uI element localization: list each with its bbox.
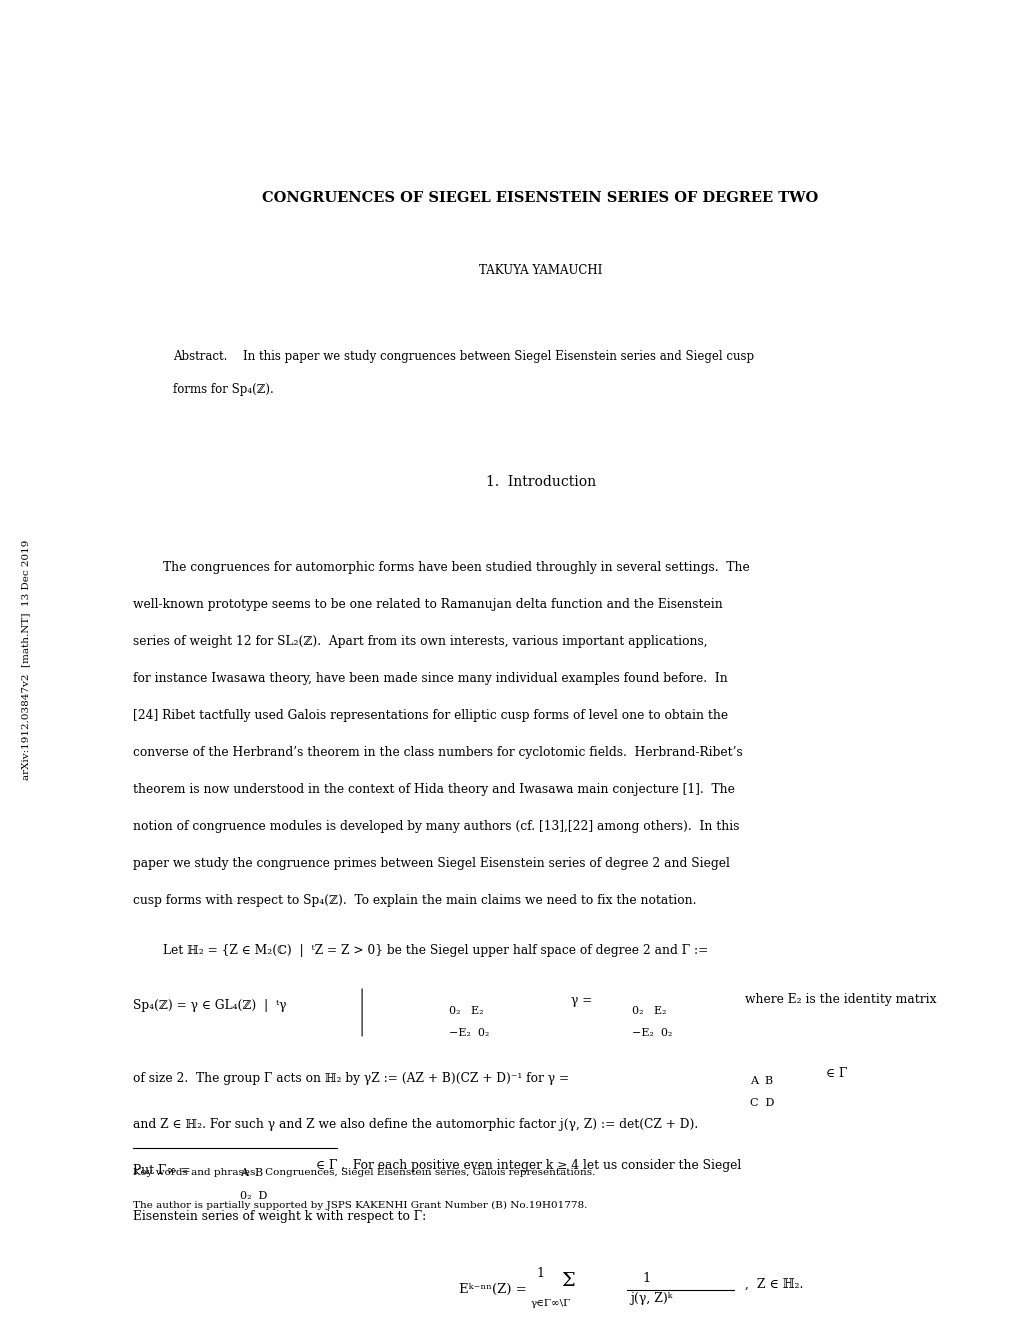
Text: A  B: A B — [749, 1076, 772, 1086]
Text: Eisenstein series of weight k with respect to Γ:: Eisenstein series of weight k with respe… — [132, 1210, 426, 1224]
Text: Sp₄(ℤ) = γ ∈ GL₄(ℤ)  |  ᵗγ: Sp₄(ℤ) = γ ∈ GL₄(ℤ) | ᵗγ — [132, 999, 285, 1012]
Text: cusp forms with respect to Sp₄(ℤ).  To explain the main claims we need to fix th: cusp forms with respect to Sp₄(ℤ). To ex… — [132, 894, 695, 907]
Text: Put Γ∞ =: Put Γ∞ = — [132, 1164, 190, 1177]
Text: CONGRUENCES OF SIEGEL EISENSTEIN SERIES OF DEGREE TWO: CONGRUENCES OF SIEGEL EISENSTEIN SERIES … — [262, 191, 818, 206]
Text: ,  Z ∈ ℍ₂.: , Z ∈ ℍ₂. — [744, 1278, 802, 1291]
Text: series of weight 12 for SL₂(ℤ).  Apart from its own interests, various important: series of weight 12 for SL₂(ℤ). Apart fr… — [132, 635, 706, 648]
Text: Abstract.: Abstract. — [173, 350, 227, 363]
Text: 0₂   E₂: 0₂ E₂ — [448, 1006, 483, 1016]
Text: A  B: A B — [239, 1168, 263, 1179]
Text: Eᵏ⁻ⁿⁿ(Z) =: Eᵏ⁻ⁿⁿ(Z) = — [459, 1283, 526, 1296]
Text: of size 2.  The group Γ acts on ℍ₂ by γZ := (AZ + B)(CZ + D)⁻¹ for γ =: of size 2. The group Γ acts on ℍ₂ by γZ … — [132, 1072, 569, 1085]
Text: forms for Sp₄(ℤ).: forms for Sp₄(ℤ). — [173, 383, 274, 396]
Text: 1: 1 — [536, 1267, 544, 1280]
Text: In this paper we study congruences between Siegel Eisenstein series and Siegel c: In this paper we study congruences betwe… — [243, 350, 753, 363]
Text: The author is partially supported by JSPS KAKENHI Grant Number (B) No.19H01778.: The author is partially supported by JSP… — [132, 1201, 586, 1210]
Text: well-known prototype seems to be one related to Ramanujan delta function and the: well-known prototype seems to be one rel… — [132, 598, 721, 611]
Text: and Z ∈ ℍ₂. For such γ and Z we also define the automorphic factor j(γ, Z) := de: and Z ∈ ℍ₂. For such γ and Z we also def… — [132, 1118, 697, 1131]
Text: for instance Iwasawa theory, have been made since many individual examples found: for instance Iwasawa theory, have been m… — [132, 672, 727, 685]
Text: [24] Ribet tactfully used Galois representations for elliptic cusp forms of leve: [24] Ribet tactfully used Galois represe… — [132, 709, 727, 722]
Text: Σ: Σ — [560, 1272, 574, 1291]
Text: Key words and phrases.  Congruences, Siegel Eisenstein series, Galois representa: Key words and phrases. Congruences, Sieg… — [132, 1168, 594, 1177]
Text: 1.  Introduction: 1. Introduction — [485, 475, 595, 490]
Text: Let ℍ₂ = {Z ∈ M₂(ℂ)  |  ᵗZ = Z > 0} be the Siegel upper half space of degree 2 a: Let ℍ₂ = {Z ∈ M₂(ℂ) | ᵗZ = Z > 0} be the… — [163, 944, 708, 957]
Text: arXiv:1912.03847v2  [math.NT]  13 Dec 2019: arXiv:1912.03847v2 [math.NT] 13 Dec 2019 — [21, 540, 30, 780]
Text: where E₂ is the identity matrix: where E₂ is the identity matrix — [744, 993, 935, 1006]
Text: 0₂   E₂: 0₂ E₂ — [632, 1006, 666, 1016]
Text: −E₂  0₂: −E₂ 0₂ — [632, 1028, 673, 1039]
Text: 1: 1 — [642, 1272, 650, 1286]
Text: paper we study the congruence primes between Siegel Eisenstein series of degree : paper we study the congruence primes bet… — [132, 857, 729, 870]
Text: γ =: γ = — [571, 994, 592, 1007]
Text: theorem is now understood in the context of Hida theory and Iwasawa main conject: theorem is now understood in the context… — [132, 783, 734, 796]
Text: ∈ Γ .  For each positive even integer k ≥ 4 let us consider the Siegel: ∈ Γ . For each positive even integer k ≥… — [316, 1159, 741, 1172]
Text: The congruences for automorphic forms have been studied throughly in several set: The congruences for automorphic forms ha… — [163, 561, 749, 574]
Text: TAKUYA YAMAUCHI: TAKUYA YAMAUCHI — [479, 264, 601, 277]
Text: converse of the Herbrand’s theorem in the class numbers for cyclotomic fields.  : converse of the Herbrand’s theorem in th… — [132, 746, 742, 759]
Text: ∈ Γ: ∈ Γ — [825, 1067, 847, 1080]
Text: 0₂  D: 0₂ D — [239, 1191, 267, 1201]
Text: −E₂  0₂: −E₂ 0₂ — [448, 1028, 489, 1039]
Text: C  D: C D — [749, 1098, 773, 1109]
Text: j(γ, Z)ᵏ: j(γ, Z)ᵏ — [630, 1292, 673, 1305]
Text: notion of congruence modules is developed by many authors (cf. [13],[22] among o: notion of congruence modules is develope… — [132, 820, 739, 833]
Text: γ∈Γ∞\Γ: γ∈Γ∞\Γ — [530, 1299, 570, 1308]
